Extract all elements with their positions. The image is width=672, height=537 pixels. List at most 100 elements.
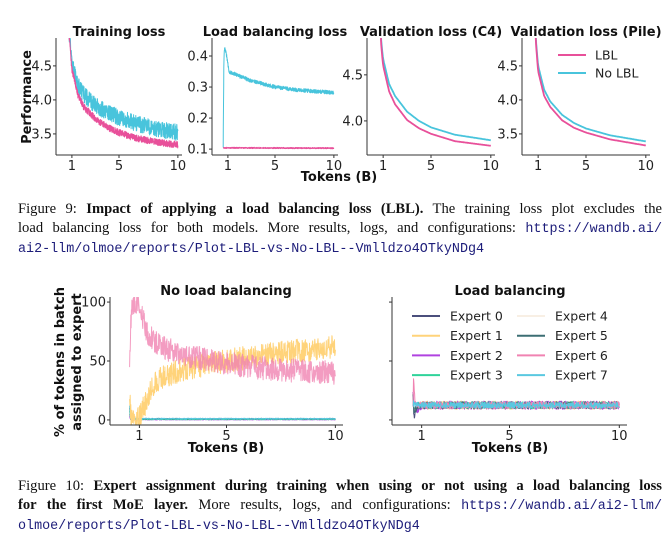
x-tick-label: 1 bbox=[224, 159, 232, 174]
x-tick-label: 10 bbox=[326, 159, 343, 174]
y-tick-label: 4.5 bbox=[342, 68, 363, 83]
y-tick-label: 100 bbox=[81, 296, 106, 311]
panel-title: No load balancing bbox=[160, 284, 292, 299]
y-tick-label: 0.4 bbox=[187, 50, 208, 65]
y-tick-label: 4.0 bbox=[31, 93, 52, 108]
caption-url-link[interactable]: https://wandb.ai/ bbox=[525, 221, 662, 237]
panel-4: Validation loss (Pile) 1 5 10 3.5 4.0 4.5 bbox=[497, 25, 661, 174]
x-tick-label: 5 bbox=[427, 159, 435, 174]
panel-title: Validation loss (C4) bbox=[360, 25, 502, 40]
y-tick-label: 3.5 bbox=[31, 127, 52, 142]
x-tick-label: 1 bbox=[534, 159, 542, 174]
caption-text: The training loss plot excludes the bbox=[423, 201, 662, 217]
series-line-lbl bbox=[222, 146, 335, 150]
y-tick-label: 0.3 bbox=[187, 81, 208, 96]
panel-title: Validation loss (Pile) bbox=[510, 25, 661, 40]
caption-line: Figure 10: Expert assignment during trai… bbox=[18, 477, 662, 496]
series-group bbox=[412, 378, 620, 419]
panel-title: Training loss bbox=[73, 25, 166, 40]
panel-1: Training loss 1 5 10 3.5 4.0 4.5 bbox=[31, 25, 187, 174]
figure10-ylabel-line1: % of tokens in batch bbox=[53, 287, 68, 437]
series-line-expert-5 bbox=[129, 407, 336, 420]
series-line-expert-7 bbox=[129, 405, 336, 420]
caption-label: Figure 10: bbox=[18, 478, 94, 494]
x-tick-label: 5 bbox=[115, 159, 123, 174]
x-tick-label: 1 bbox=[68, 159, 76, 174]
legend: LBL No LBL bbox=[558, 48, 639, 81]
caption-line: load balancing loss for both models. Mor… bbox=[18, 219, 662, 240]
figure10-ylabel-line2: assigned to expert bbox=[70, 293, 85, 431]
panel-title: Load balancing loss bbox=[203, 25, 348, 40]
series-group bbox=[68, 38, 179, 149]
legend-label: LBL bbox=[595, 48, 618, 63]
x-tick-label: 5 bbox=[222, 429, 230, 444]
series-line-lbl bbox=[68, 38, 179, 149]
series-line-no-lbl bbox=[68, 38, 179, 141]
x-tick-label: 1 bbox=[418, 429, 426, 444]
legend-label: Expert 7 bbox=[555, 368, 608, 383]
y-tick-label: 0 bbox=[98, 413, 106, 428]
x-tick-label: 10 bbox=[611, 429, 628, 444]
series-line-no-lbl bbox=[222, 47, 335, 148]
x-tick-label: 5 bbox=[271, 159, 279, 174]
caption-url-link[interactable]: olmoe/reports/Plot-LBL-vs-No-LBL--Vmlldz… bbox=[18, 519, 420, 534]
caption-line: ai2-llm/olmoe/reports/Plot-LBL-vs-No-LBL… bbox=[18, 239, 662, 260]
legend-label: Expert 3 bbox=[450, 368, 503, 383]
caption-line: for the first MoE layer. More results, l… bbox=[18, 496, 662, 517]
x-tick-label: 1 bbox=[135, 429, 143, 444]
x-tick-label: 5 bbox=[582, 159, 590, 174]
caption-text: load balancing loss for both models. Mor… bbox=[18, 219, 526, 236]
y-tick-label: 0.1 bbox=[187, 143, 208, 158]
caption-bold: for the first MoE layer. bbox=[18, 496, 189, 513]
x-tick-label: 10 bbox=[327, 429, 344, 444]
x-tick-label: 10 bbox=[170, 159, 187, 174]
panel-3: Validation loss (C4) 1 5 10 4.0 4.5 bbox=[342, 25, 502, 174]
legend-label: Expert 2 bbox=[450, 348, 503, 363]
series-group bbox=[129, 297, 336, 425]
caption-url-link[interactable]: ai2-llm/olmoe/reports/Plot-LBL-vs-No-LBL… bbox=[18, 242, 485, 257]
x-tick-label: 5 bbox=[505, 429, 513, 444]
y-tick-label: 4.0 bbox=[342, 114, 363, 129]
y-tick-label: 4.0 bbox=[497, 93, 518, 108]
x-tick-label: 10 bbox=[638, 159, 655, 174]
series-line-no-lbl bbox=[534, 38, 647, 143]
series-line-no-lbl bbox=[380, 38, 492, 142]
series-group bbox=[380, 38, 492, 147]
y-tick-label: 3.5 bbox=[497, 127, 518, 142]
caption-url-link[interactable]: https://wandb.ai/ai2-llm/ bbox=[461, 498, 662, 514]
caption-bold: Expert assignment during training when u… bbox=[93, 478, 662, 494]
y-tick-label: 50 bbox=[89, 355, 106, 370]
panel-6: Load balancing 1 5 10 bbox=[389, 284, 628, 444]
series-line-lbl bbox=[380, 38, 492, 147]
legend-label: Expert 4 bbox=[555, 309, 608, 324]
figure10-caption: Figure 10: Expert assignment during trai… bbox=[18, 477, 662, 537]
series-line-expert-6 bbox=[129, 297, 336, 385]
series-group bbox=[222, 47, 335, 150]
panel-2: Load balancing loss 1 5 10 0.1 0.2 0.3 0.4 bbox=[187, 25, 347, 174]
y-tick-label: 4.5 bbox=[497, 59, 518, 74]
series-line-lbl bbox=[534, 38, 647, 147]
x-tick-label: 1 bbox=[379, 159, 387, 174]
caption-line: olmoe/reports/Plot-LBL-vs-No-LBL--Vmlldz… bbox=[18, 516, 662, 537]
legend-label: Expert 0 bbox=[450, 309, 503, 324]
figure9-xlabel: Tokens (B) bbox=[301, 170, 378, 185]
figure9-caption: Figure 9: Impact of applying a load bala… bbox=[18, 200, 662, 260]
caption-text: More results, logs, and configurations: bbox=[188, 496, 462, 513]
caption-line: Figure 9: Impact of applying a load bala… bbox=[18, 200, 662, 219]
series-line-expert-7 bbox=[412, 400, 620, 409]
panel5-xlabel: Tokens (B) bbox=[188, 441, 265, 456]
y-tick-label: 4.5 bbox=[31, 59, 52, 74]
y-tick-label: 0.2 bbox=[187, 112, 208, 127]
panel-title: Load balancing bbox=[454, 284, 565, 299]
legend-label: No LBL bbox=[595, 66, 639, 81]
x-tick-label: 10 bbox=[483, 159, 500, 174]
panel6-xlabel: Tokens (B) bbox=[472, 441, 549, 456]
caption-label: Figure 9: bbox=[18, 201, 87, 217]
legend: Expert 0 Expert 1 Expert 2 Expert 3 Expert 4… bbox=[412, 309, 608, 383]
legend-label: Expert 1 bbox=[450, 328, 503, 343]
series-group bbox=[534, 38, 647, 147]
legend-label: Expert 5 bbox=[555, 328, 608, 343]
figure9-ylabel: Performance bbox=[20, 50, 35, 144]
